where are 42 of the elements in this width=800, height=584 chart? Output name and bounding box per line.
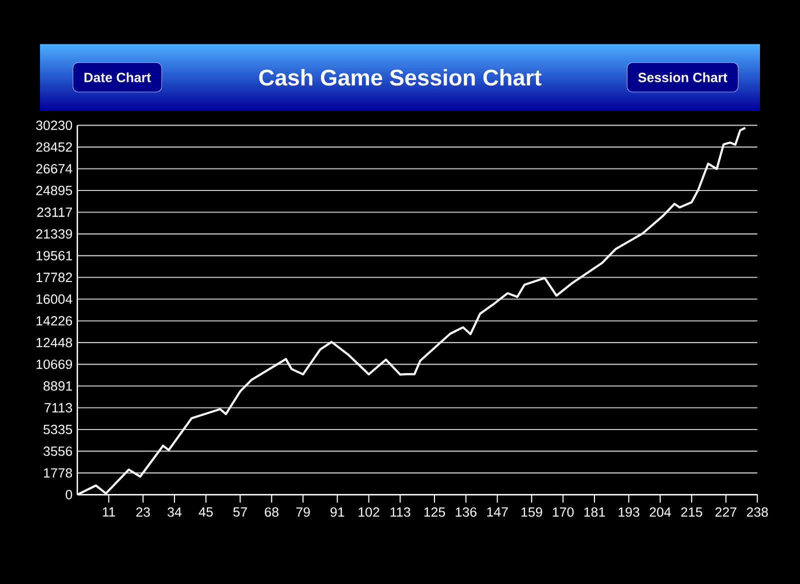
- x-tick-label: 215: [681, 507, 702, 517]
- y-tick-label: 19561: [36, 250, 72, 260]
- x-tick-label: 68: [264, 507, 278, 517]
- x-tick-label: 181: [584, 507, 605, 517]
- x-tick-label: 57: [233, 507, 247, 517]
- y-tick-label: 12448: [36, 338, 72, 348]
- x-tick-label: 23: [136, 507, 150, 517]
- x-tick-label: 227: [715, 507, 736, 517]
- y-tick-label: 1778: [44, 468, 72, 478]
- x-tick-label: 159: [522, 507, 542, 517]
- y-tick-label: 0: [66, 490, 72, 500]
- x-tick-label: 34: [168, 507, 182, 517]
- x-tick-label: 170: [552, 507, 574, 517]
- x-tick-label: 45: [198, 507, 213, 517]
- y-tick-label: 7113: [44, 403, 72, 412]
- text: Date Chart: [84, 72, 151, 82]
- x-tick-label: 79: [296, 507, 310, 517]
- x-tick-label: 102: [358, 507, 380, 517]
- y-tick-label: 21339: [36, 229, 72, 239]
- x-tick-label: 91: [330, 507, 344, 517]
- y-tick-label: 24895: [36, 186, 72, 196]
- y-tick-label: 28452: [36, 142, 72, 152]
- x-tick-label: 238: [746, 507, 768, 517]
- x-tick-label: 204: [650, 507, 671, 517]
- y-tick-label: 26674: [36, 164, 72, 174]
- y-tick-label: 8891: [44, 381, 72, 391]
- y-tick-label: 30230: [36, 120, 72, 130]
- y-tick-label: 3556: [43, 446, 72, 456]
- y-tick-label: 23117: [37, 208, 72, 217]
- y-tick-label: 17782: [36, 272, 72, 282]
- x-tick-label: 147: [487, 507, 508, 517]
- y-tick-label: 10669: [36, 360, 72, 370]
- x-tick-label: 193: [618, 507, 640, 517]
- y-tick-label: 5335: [44, 424, 72, 434]
- x-tick-label: 125: [424, 507, 446, 517]
- chart-title: Cash Game Session Chart: [259, 69, 542, 86]
- x-tick-label: 11: [102, 507, 116, 517]
- x-tick-label: 136: [456, 507, 476, 517]
- text: Session Chart: [638, 72, 728, 82]
- y-tick-label: 16004: [36, 294, 72, 304]
- y-tick-label: 14226: [36, 316, 72, 326]
- x-tick-label: 113: [390, 507, 410, 517]
